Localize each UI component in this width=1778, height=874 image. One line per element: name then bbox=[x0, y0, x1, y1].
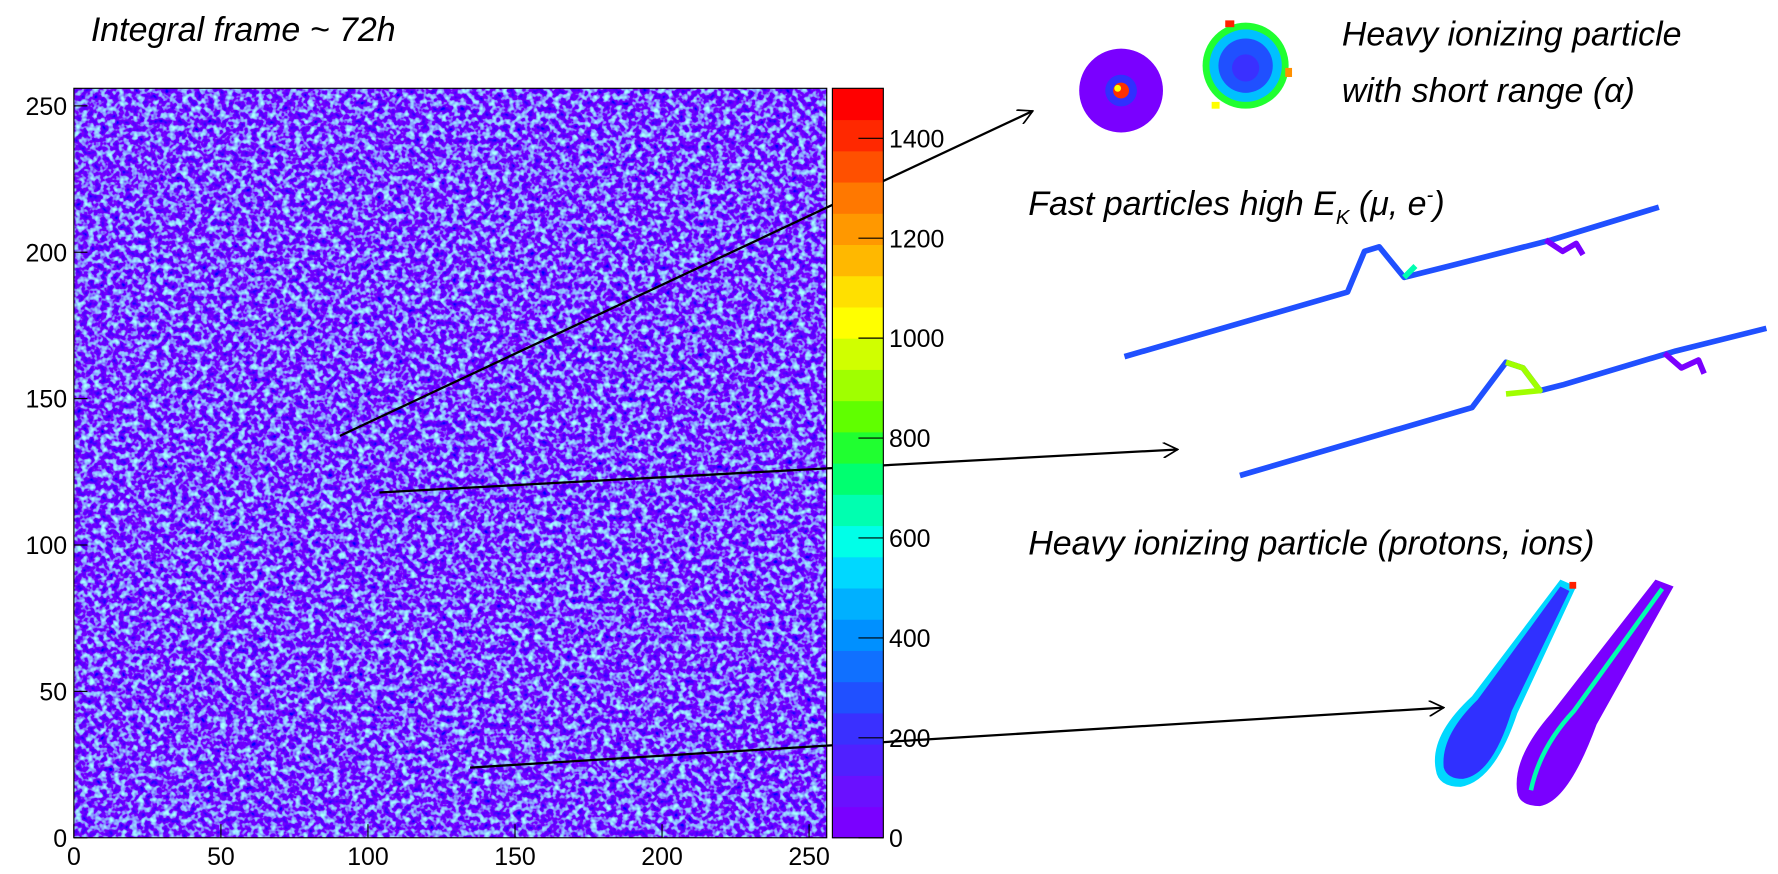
chart-title: Integral frame ~ 72h bbox=[91, 11, 396, 49]
colorbar-tick-label: 200 bbox=[889, 725, 931, 753]
annotation: Heavy ionizing particle bbox=[1342, 15, 1682, 53]
annotation-part: (μ, e bbox=[1349, 185, 1426, 223]
colorbar-band bbox=[832, 712, 884, 745]
colorbar-band bbox=[832, 650, 884, 683]
x-tick-label: 200 bbox=[641, 843, 683, 871]
x-tick-label: 0 bbox=[67, 843, 81, 871]
y-tick-label: 0 bbox=[53, 825, 67, 853]
x-tick-label: 50 bbox=[207, 843, 235, 871]
colorbar-band bbox=[832, 306, 884, 339]
annotation-part: ) bbox=[1429, 185, 1444, 223]
colorbar-band bbox=[832, 587, 884, 620]
colorbar-tick-label: 0 bbox=[889, 825, 903, 853]
y-tick-label: 250 bbox=[26, 93, 68, 121]
plot-frame bbox=[73, 87, 828, 839]
fast-track-illustration bbox=[1123, 204, 1768, 479]
colorbar-band bbox=[832, 463, 884, 495]
colorbar-band bbox=[832, 275, 884, 308]
colorbar-band bbox=[832, 556, 884, 589]
y-tick-label: 50 bbox=[39, 678, 67, 706]
x-tick-label: 250 bbox=[788, 843, 830, 871]
x-tick-label: 150 bbox=[494, 843, 536, 871]
colorbar-band bbox=[832, 431, 884, 464]
y-tick-label: 100 bbox=[26, 532, 68, 560]
colorbar-band bbox=[832, 213, 884, 246]
colorbar-band bbox=[832, 119, 884, 152]
colorbar-band bbox=[832, 338, 884, 370]
annotation: Fast particles high EK (μ, e-) bbox=[1028, 185, 1444, 230]
annotation: Heavy ionizing particle (protons, ions) bbox=[1028, 525, 1594, 563]
colorbar-tick-label: 400 bbox=[889, 625, 931, 653]
colorbar-tick-label: 1000 bbox=[889, 325, 944, 353]
heavy-track-illustration bbox=[1434, 579, 1674, 807]
colorbar-tick-label: 1400 bbox=[889, 125, 944, 153]
colorbar-band bbox=[832, 150, 884, 183]
x-tick-label: 100 bbox=[347, 843, 389, 871]
annotation-sup: - bbox=[1427, 185, 1434, 207]
arrow bbox=[339, 111, 1033, 437]
colorbar-band bbox=[832, 619, 884, 651]
colorbar-band bbox=[832, 775, 884, 808]
colorbar-tick-label: 1200 bbox=[889, 225, 944, 253]
colorbar-band bbox=[832, 494, 884, 527]
colorbar-band bbox=[832, 681, 884, 714]
colorbar-band bbox=[832, 88, 884, 121]
y-tick-label: 200 bbox=[26, 239, 68, 267]
colorbar-tick-label: 800 bbox=[889, 425, 931, 453]
annotation-sub: K bbox=[1336, 207, 1351, 229]
colorbar-band bbox=[832, 525, 884, 558]
colorbar-band bbox=[832, 244, 884, 277]
colorbar-frame bbox=[831, 87, 884, 839]
colorbar-band bbox=[832, 369, 884, 402]
colorbar-tick-label: 600 bbox=[889, 525, 931, 553]
annotation: with short range (α) bbox=[1342, 72, 1635, 110]
arrow bbox=[470, 708, 1444, 769]
alpha-illustration bbox=[1079, 20, 1293, 133]
heatmap-texture bbox=[73, 88, 827, 838]
arrow bbox=[379, 449, 1178, 494]
colorbar-band bbox=[832, 400, 884, 433]
colorbar-band bbox=[832, 806, 884, 839]
colorbar-band bbox=[832, 744, 884, 776]
colorbar-band bbox=[832, 181, 884, 214]
annotation-part: Fast particles high E bbox=[1028, 185, 1336, 223]
y-tick-label: 150 bbox=[26, 386, 68, 414]
